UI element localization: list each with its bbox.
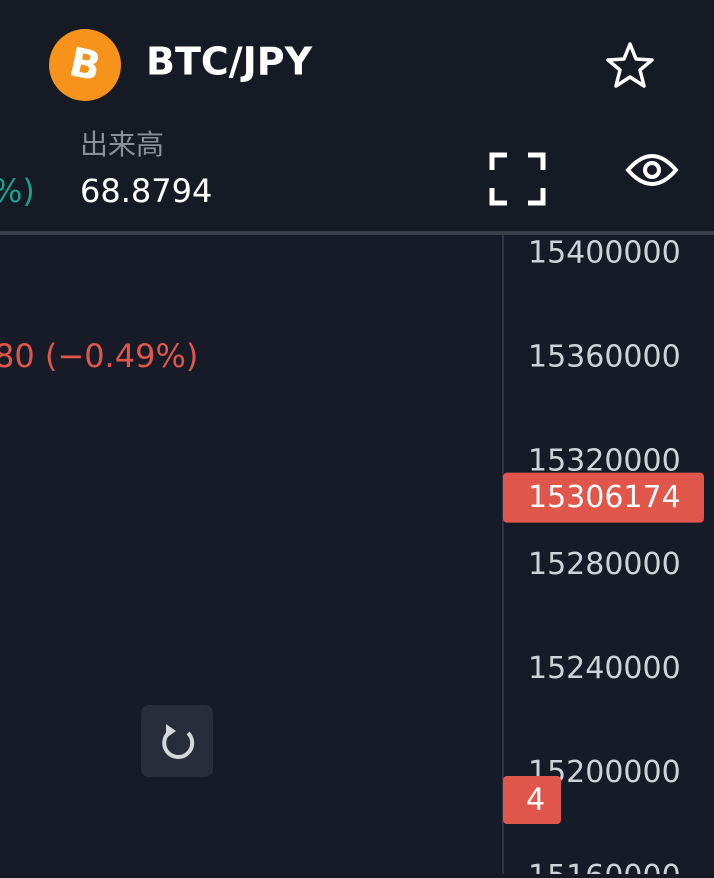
change-fragment: %) bbox=[0, 172, 35, 210]
last-price-tag bbox=[503, 472, 704, 523]
coin-icon: B bbox=[49, 29, 121, 101]
volume-value: 68.8794 bbox=[80, 172, 212, 210]
fullscreen-icon[interactable] bbox=[489, 152, 546, 206]
last-price-label: 15306174 bbox=[528, 480, 681, 515]
y-tick-label: 15280000 bbox=[528, 547, 681, 582]
countdown: 4 bbox=[526, 783, 545, 818]
price-change: 80 (−0.49%) bbox=[0, 337, 198, 375]
countdown-tag bbox=[503, 776, 561, 824]
overlay: 15306174 80 (−0.49%) 4 bbox=[0, 337, 704, 824]
separator bbox=[0, 231, 714, 235]
reset-button[interactable] bbox=[141, 705, 213, 777]
y-tick-label: 15400000 bbox=[528, 235, 681, 270]
y-tick-label: 15240000 bbox=[528, 651, 681, 686]
y-tick-label: 15360000 bbox=[528, 339, 681, 374]
y-tick-label: 15320000 bbox=[528, 443, 681, 478]
eye-icon[interactable] bbox=[625, 154, 679, 186]
favorite-star[interactable] bbox=[606, 42, 654, 88]
symbol: BTC/JPY bbox=[146, 40, 313, 84]
volume-label: 出来高 bbox=[80, 128, 164, 161]
header-bg bbox=[0, 0, 714, 232]
y-tick-label: 15160000 bbox=[528, 859, 681, 874]
y-axis: 15400000 15360000 15320000 15280000 15240000… bbox=[528, 235, 681, 878]
